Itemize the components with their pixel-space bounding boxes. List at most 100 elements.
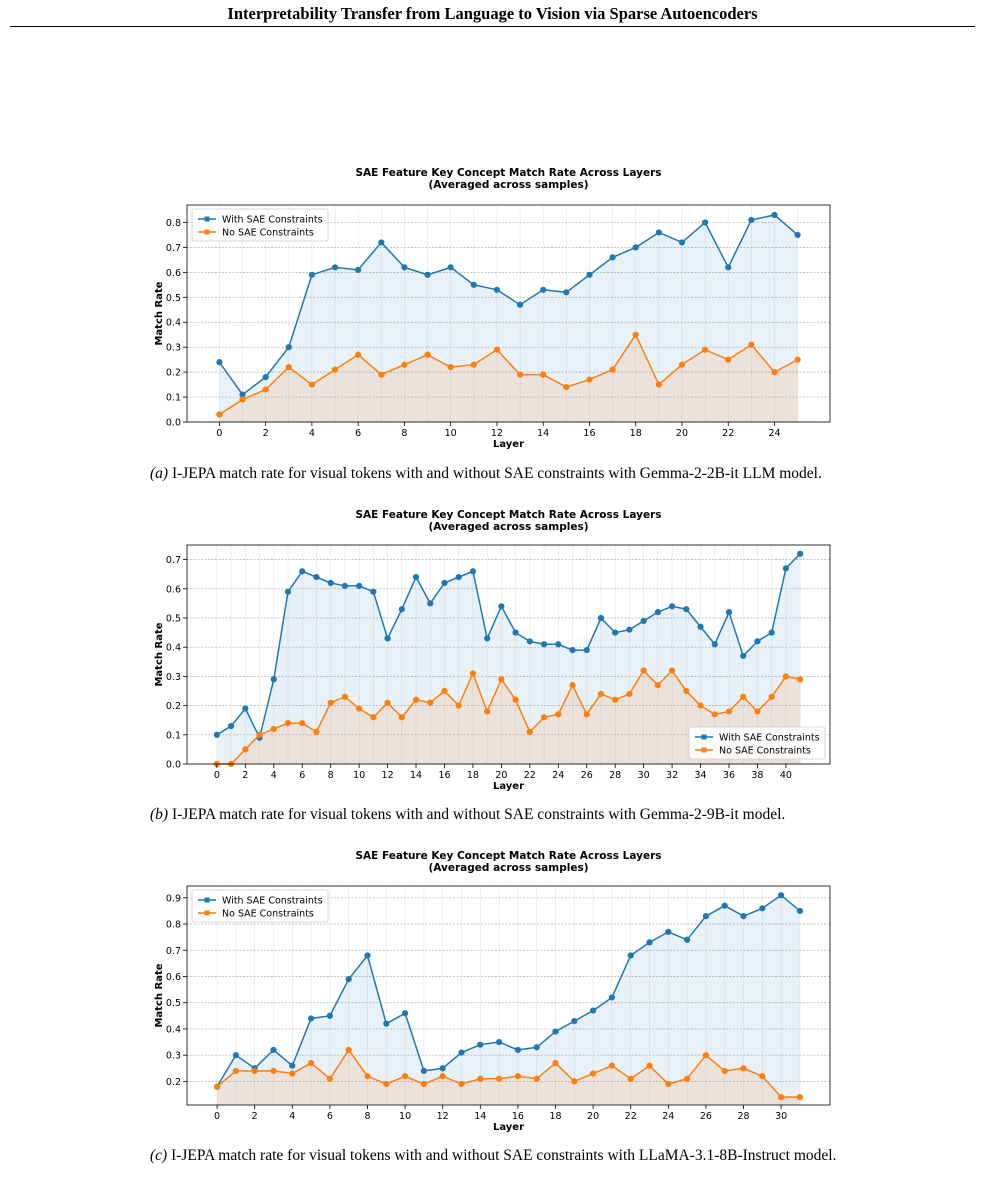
data-point	[383, 1080, 390, 1088]
series-fill-0	[217, 895, 800, 1105]
data-point	[441, 687, 448, 695]
data-point	[514, 1046, 522, 1054]
data-point	[495, 1075, 503, 1082]
y-axis-label: Match Rate	[154, 281, 165, 345]
data-point	[424, 271, 431, 278]
data-point	[384, 699, 391, 706]
data-point	[469, 568, 477, 575]
legend-entry: No SAE Constraints	[719, 746, 811, 757]
data-point	[533, 1044, 540, 1051]
x-tick-label: 38	[751, 770, 763, 781]
data-point	[697, 623, 704, 630]
data-point	[555, 641, 562, 648]
data-point	[668, 603, 676, 610]
chart-title: SAE Feature Key Concept Match Rate Acros…	[355, 167, 661, 179]
data-point	[420, 1067, 427, 1075]
x-tick-label: 4	[271, 770, 277, 781]
legend-swatch-marker	[204, 216, 210, 222]
legend-swatch-marker	[701, 747, 707, 753]
data-point	[345, 1046, 352, 1054]
data-point	[563, 289, 570, 296]
caption-a-label: (a)	[150, 465, 169, 482]
legend-swatch-marker	[204, 229, 210, 235]
data-point	[627, 952, 634, 959]
x-tick-label: 22	[625, 1111, 637, 1122]
y-tick-label: 0.0	[166, 760, 181, 771]
x-tick-label: 14	[474, 1111, 486, 1122]
data-point	[702, 219, 709, 226]
data-point	[794, 231, 801, 239]
caption-a-text: I-JEPA match rate for visual tokens with…	[168, 465, 822, 482]
legend-swatch-marker	[204, 897, 210, 903]
data-point	[284, 588, 292, 595]
caption-c: (c) I-JEPA match rate for visual tokens …	[150, 1147, 840, 1164]
data-point	[384, 635, 391, 642]
data-point	[412, 696, 420, 703]
data-point	[307, 1015, 315, 1022]
data-point	[383, 1020, 390, 1027]
data-point	[285, 364, 292, 371]
data-point	[331, 264, 339, 271]
data-point	[345, 976, 352, 983]
x-tick-label: 4	[289, 1111, 295, 1122]
chart-a: SAE Feature Key Concept Match Rate Acros…	[154, 167, 831, 450]
figure-b: SAE Feature Key Concept Match Rate Acros…	[0, 502, 985, 847]
data-point	[424, 351, 431, 358]
data-point	[597, 614, 605, 622]
data-point	[401, 1073, 409, 1080]
data-point	[455, 574, 462, 581]
y-tick-label: 0.5	[166, 998, 181, 1009]
data-point	[626, 626, 633, 633]
data-point	[355, 351, 362, 358]
data-point	[370, 588, 377, 595]
data-point	[640, 667, 647, 674]
x-tick-label: 14	[410, 770, 422, 781]
legend: With SAE Constraints No SAE Constraints	[191, 889, 329, 923]
chart-subtitle: (Averaged across samples)	[428, 179, 588, 191]
legend-box	[191, 889, 329, 923]
data-point	[796, 1094, 804, 1101]
caption-c-label: (c)	[150, 1147, 168, 1164]
data-point	[477, 1075, 484, 1082]
legend-entry: With SAE Constraints	[222, 896, 323, 907]
data-point	[590, 1007, 597, 1014]
data-point	[586, 376, 593, 383]
data-point	[632, 244, 639, 251]
data-point	[721, 1067, 728, 1075]
data-point	[270, 1046, 277, 1054]
y-tick-label: 0.0	[166, 418, 181, 429]
data-point	[299, 720, 306, 727]
data-point	[512, 696, 519, 703]
data-point	[583, 647, 590, 654]
data-point	[678, 239, 686, 246]
data-point	[447, 364, 454, 371]
series-fill-0	[219, 214, 798, 422]
data-point	[640, 617, 647, 625]
data-point	[493, 286, 501, 293]
data-point	[331, 366, 339, 373]
y-tick-label: 0.3	[166, 1051, 181, 1062]
x-tick-label: 36	[723, 770, 735, 781]
x-tick-label: 20	[676, 428, 688, 439]
data-point	[441, 579, 448, 587]
data-point	[262, 374, 269, 381]
data-point	[341, 582, 349, 589]
data-point	[697, 702, 704, 709]
data-point	[655, 229, 662, 236]
data-point	[493, 346, 501, 353]
data-point	[569, 647, 576, 654]
data-point	[470, 281, 477, 288]
x-tick-label: 6	[327, 1111, 333, 1122]
data-point	[569, 682, 576, 689]
data-point	[540, 286, 547, 293]
data-point	[748, 216, 755, 224]
y-tick-label: 0.7	[166, 555, 181, 566]
x-tick-label: 18	[549, 1111, 561, 1122]
data-point	[308, 271, 315, 278]
data-point	[239, 391, 246, 398]
data-point	[427, 600, 434, 607]
data-point	[540, 371, 547, 378]
y-axis-label: Match Rate	[154, 622, 165, 686]
y-tick-label: 0.7	[166, 946, 181, 957]
legend: With SAE Constraints No SAE Constraints	[688, 726, 826, 760]
